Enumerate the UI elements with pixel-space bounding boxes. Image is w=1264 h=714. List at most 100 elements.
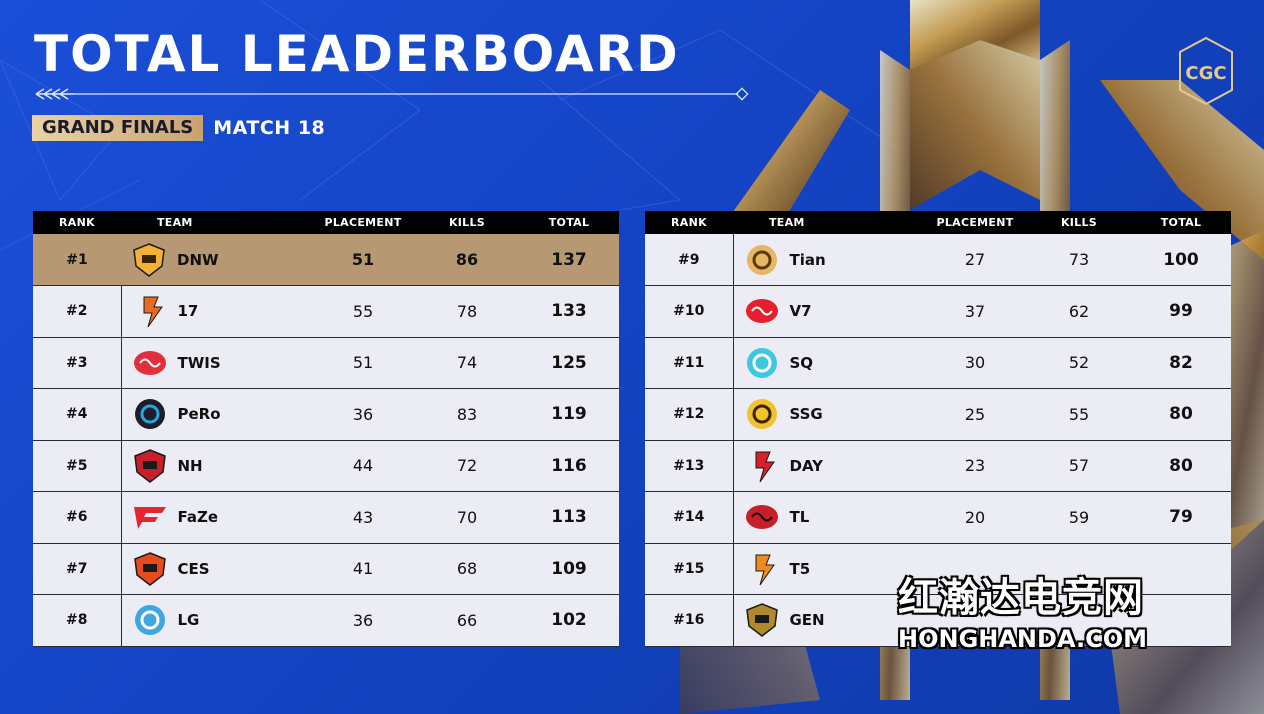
team-name: Tian [789,250,826,269]
placement-cell: 36 [311,388,415,441]
left-table-body: #1 DNW 51 86 137 #2 17 55 78 133 [33,234,619,647]
total-cell: 137 [519,234,619,286]
team-cell: TL [733,491,924,544]
team-info: NH [132,448,312,484]
table-row: #7 CES 41 68 109 [33,543,619,595]
stage-row: GRAND FINALS MATCH 18 [32,115,325,141]
team-cell: TWIS [121,337,311,389]
team-name: TWIS [177,353,221,372]
table-row: #16 GEN [645,594,1231,647]
total-cell [1131,543,1231,595]
nh-logo-icon [132,448,168,484]
team-name: NH [177,456,203,475]
ssg-logo-icon [744,396,780,432]
team-cell: NH [121,440,311,492]
rank-cell: #4 [33,388,122,441]
kills-cell: 57 [1027,440,1131,492]
table-row: #3 TWIS 51 74 125 [33,337,619,389]
v7-logo-icon [744,293,780,329]
rank-cell: #1 [33,234,121,286]
rank-cell: #11 [645,337,734,389]
placement-cell: 25 [923,388,1027,441]
team-info: CES [132,551,312,587]
tl-logo-icon [744,499,780,535]
rank-cell: #14 [645,491,734,544]
kills-cell [1027,543,1131,595]
placement-cell: 20 [923,491,1027,544]
column-header-total: TOTAL [1131,211,1231,234]
total-cell: 116 [519,440,619,492]
total-cell: 82 [1131,337,1231,389]
team-info: TL [744,499,924,535]
team-name: SQ [789,353,814,372]
team-cell: GEN [733,594,924,647]
kills-cell: 55 [1027,388,1131,441]
team-cell: LG [121,594,312,647]
kills-cell: 66 [415,594,519,647]
team-info: LG [132,602,312,638]
placement-cell: 37 [923,285,1027,338]
placement-cell: 43 [311,491,415,544]
kills-cell: 83 [415,388,519,441]
watermark-en-text: HONGHANDA.COM [898,625,1147,653]
faze-logo-icon [132,499,168,535]
total-cell: 133 [519,285,619,338]
column-header-total: TOTAL [519,211,619,234]
team-name: DNW [177,250,219,269]
table-row: #12 SSG 25 55 80 [645,388,1231,441]
rank-cell: #9 [645,234,734,286]
column-header-kills: KILLS [415,211,519,234]
page-title: TOTAL LEADERBOARD [34,25,680,83]
table-row: #15 T5 [645,543,1231,595]
team-name: T5 [789,559,811,578]
team-info: SQ [744,345,924,381]
table-row: #4 PeRo 36 83 119 [33,388,619,441]
kills-cell: 73 [1027,234,1131,286]
table-row: #6 FaZe 43 70 113 [33,491,619,544]
rank-cell: #8 [33,594,122,647]
total-cell: 79 [1131,491,1231,544]
total-cell: 125 [519,337,619,389]
total-cell: 119 [519,388,619,441]
table-row: #2 17 55 78 133 [33,285,619,338]
total-cell [1131,594,1231,647]
day-logo-icon [744,448,780,484]
team-name: PeRo [177,405,221,424]
total-cell: 99 [1131,285,1231,338]
tian-logo-icon [744,242,780,278]
kills-cell: 78 [415,285,519,338]
rank-cell: #3 [33,337,122,389]
pero-logo-icon [132,396,168,432]
rank-cell: #5 [33,440,122,492]
kills-cell: 72 [415,440,519,492]
column-header-kills: KILLS [1027,211,1131,234]
rank-cell: #13 [645,440,734,492]
rank-cell: #2 [33,285,122,338]
placement-cell: 23 [923,440,1027,492]
table-row: #13 DAY 23 57 80 [645,440,1231,492]
placement-cell: 41 [311,543,415,595]
placement-cell: 27 [923,234,1027,286]
team-name: LG [177,611,200,630]
team-name: TL [789,508,810,527]
kills-cell: 62 [1027,285,1131,338]
team-name: V7 [789,302,812,321]
team-cell: 17 [121,285,311,338]
rank-cell: #6 [33,491,122,544]
team-info: SSG [744,396,924,432]
team-info: T5 [744,551,924,587]
logo-text: CGC [1185,63,1226,84]
column-header-placement: PLACEMENT [923,211,1027,234]
placement-cell: 30 [923,337,1027,389]
decorative-arrow-line [35,87,749,101]
kills-cell: 52 [1027,337,1131,389]
table-header-row: RANK TEAM PLACEMENT KILLS TOTAL [645,211,1231,234]
placement-cell [923,543,1027,595]
team-info: GEN [744,602,924,638]
team-cell: V7 [733,285,924,338]
table-row: #11 SQ 30 52 82 [645,337,1231,389]
stage-badge: GRAND FINALS [32,115,204,141]
rank-cell: #10 [645,285,734,338]
team-info: V7 [744,293,924,329]
